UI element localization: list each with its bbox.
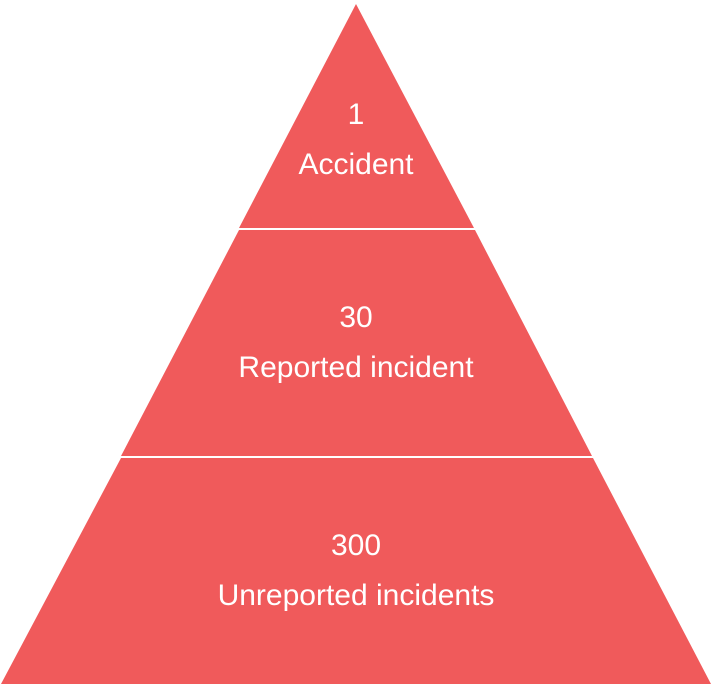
pyramid-tier-bottom: 300 Unreported incidents <box>1 458 711 684</box>
tier-bottom-count: 300 <box>331 529 381 562</box>
tier-middle-count: 30 <box>339 301 372 334</box>
pyramid-tier-top: 1 Accident <box>239 4 474 228</box>
tier-top-count: 1 <box>348 98 365 131</box>
pyramid-tier-middle: 30 Reported incident <box>121 230 592 456</box>
tier-top-shape <box>239 4 474 228</box>
tier-middle-label: Reported incident <box>238 351 474 384</box>
tier-middle-shape <box>121 230 592 456</box>
tier-bottom-shape <box>1 458 711 684</box>
tier-top-label: Accident <box>298 148 414 181</box>
tier-bottom-label: Unreported incidents <box>218 579 495 612</box>
